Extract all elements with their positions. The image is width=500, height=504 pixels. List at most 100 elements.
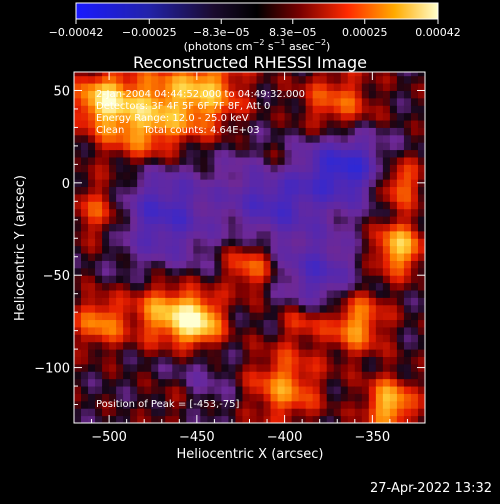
heatmap-cell xyxy=(165,83,173,91)
heatmap-cell xyxy=(109,371,117,380)
heatmap-cell xyxy=(256,134,265,143)
heatmap-cell xyxy=(130,193,138,202)
heatmap-cell xyxy=(368,179,377,188)
heatmap-cell xyxy=(389,112,398,121)
heatmap-cell xyxy=(340,275,349,284)
heatmap-cell xyxy=(165,216,173,224)
heatmap-cell xyxy=(417,216,425,224)
heatmap-cell xyxy=(389,275,398,284)
heatmap-cell xyxy=(172,282,180,291)
heatmap-cell xyxy=(81,97,89,106)
heatmap-cell xyxy=(200,230,208,239)
heatmap-cell xyxy=(277,120,286,128)
heatmap-cell xyxy=(333,90,342,99)
heatmap-cell xyxy=(200,356,208,365)
heatmap-cell xyxy=(193,341,201,350)
heatmap-cell xyxy=(291,267,300,276)
heatmap-cell xyxy=(102,120,110,128)
heatmap-cell xyxy=(333,223,342,232)
heatmap-cell xyxy=(221,193,229,202)
heatmap-cell xyxy=(88,156,96,165)
heatmap-cell xyxy=(305,304,314,313)
heatmap-cell xyxy=(144,134,152,143)
heatmap-cell xyxy=(305,186,314,195)
heatmap-cell xyxy=(284,334,293,343)
heatmap-cell xyxy=(396,142,405,151)
heatmap-cell xyxy=(361,156,370,165)
heatmap-cell xyxy=(354,341,363,350)
heatmap-cell xyxy=(144,72,152,77)
heatmap-cell xyxy=(130,260,138,269)
heatmap-cell xyxy=(151,156,159,165)
heatmap-cell xyxy=(270,319,279,328)
heatmap-cell xyxy=(389,127,398,136)
heatmap-cell xyxy=(361,304,370,313)
y-tick-label: 0 xyxy=(62,177,70,192)
heatmap-cell xyxy=(123,75,131,84)
heatmap-cell xyxy=(165,186,173,195)
heatmap-cell xyxy=(361,134,370,143)
heatmap-cell xyxy=(305,297,314,306)
heatmap-cell xyxy=(151,186,159,195)
heatmap-cell xyxy=(417,149,425,158)
heatmap-cell xyxy=(186,105,194,114)
heatmap-cell xyxy=(277,297,286,306)
heatmap-cell xyxy=(186,297,194,306)
heatmap-cell xyxy=(291,238,300,247)
heatmap-cell xyxy=(263,75,272,84)
heatmap-cell xyxy=(249,230,258,239)
heatmap-cell xyxy=(109,112,117,121)
heatmap-cell xyxy=(410,253,419,261)
heatmap-cell xyxy=(242,304,250,313)
heatmap-cell xyxy=(284,134,293,143)
heatmap-cell xyxy=(151,260,159,269)
heatmap-cell xyxy=(81,83,89,91)
heatmap-cell xyxy=(81,334,89,343)
heatmap-cell xyxy=(235,223,243,232)
heatmap-cell xyxy=(389,319,398,328)
heatmap-cell xyxy=(403,230,412,239)
heatmap-cell xyxy=(95,142,103,151)
heatmap-cell xyxy=(319,186,328,195)
heatmap-cell xyxy=(256,90,265,99)
heatmap-cell xyxy=(312,112,321,121)
y-tick-label: −100 xyxy=(34,362,70,377)
heatmap-cell xyxy=(305,83,314,91)
heatmap-cell xyxy=(340,105,349,114)
heatmap-cell xyxy=(151,179,159,188)
heatmap-cell xyxy=(319,245,328,254)
heatmap-cell xyxy=(277,378,286,387)
heatmap-cell xyxy=(382,186,391,195)
heatmap-cell xyxy=(123,253,131,261)
heatmap-cell xyxy=(235,260,243,269)
heatmap-cell xyxy=(172,312,180,321)
heatmap-cell xyxy=(361,75,370,84)
heatmap-cell xyxy=(74,341,82,350)
heatmap-cell xyxy=(354,149,363,158)
heatmap-cell xyxy=(151,83,159,91)
heatmap-cell xyxy=(410,371,419,380)
heatmap-cell xyxy=(165,127,173,136)
heatmap-cell xyxy=(214,349,222,357)
heatmap-cell xyxy=(305,267,314,276)
heatmap-cell xyxy=(298,312,307,321)
heatmap-cell xyxy=(410,201,419,210)
heatmap-cell xyxy=(333,127,342,136)
heatmap-cell xyxy=(396,245,405,254)
heatmap-cell xyxy=(319,341,328,350)
heatmap-cell xyxy=(340,349,349,357)
heatmap-cell xyxy=(200,378,208,387)
heatmap-cell xyxy=(326,386,335,394)
heatmap-cell xyxy=(249,83,258,91)
heatmap-cell xyxy=(333,171,342,180)
heatmap-cell xyxy=(74,72,82,77)
heatmap-cell xyxy=(151,120,159,128)
heatmap-cell xyxy=(403,282,412,291)
heatmap-cell xyxy=(354,112,363,121)
heatmap-cell xyxy=(361,393,370,402)
heatmap-cell xyxy=(305,171,314,180)
heatmap-cell xyxy=(116,223,124,232)
heatmap-cell xyxy=(102,371,110,380)
heatmap-cell xyxy=(326,223,335,232)
heatmap-cell xyxy=(242,267,250,276)
